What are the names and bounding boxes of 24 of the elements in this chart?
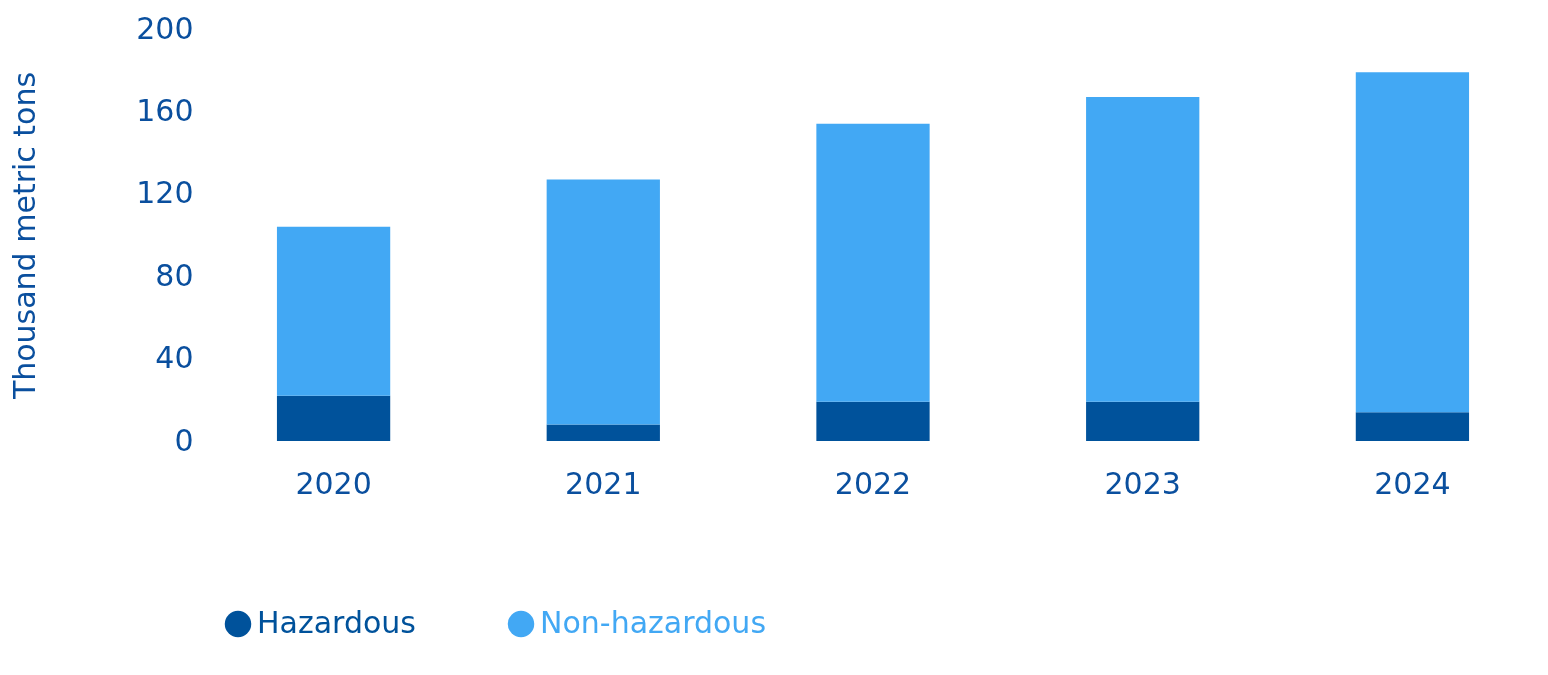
y-tick-label: 160 — [136, 92, 194, 128]
legend-label: Hazardous — [257, 605, 416, 640]
y-tick-label: 200 — [136, 10, 194, 46]
x-tick-label: 2023 — [1104, 465, 1181, 501]
bar — [1086, 96, 1200, 402]
y-tick-label: 40 — [155, 340, 194, 376]
bar — [1086, 401, 1200, 441]
bar — [276, 226, 391, 396]
x-tick-label: 2022 — [834, 465, 912, 501]
bar — [546, 424, 660, 441]
bar — [816, 401, 930, 441]
y-tick-label: 0 — [174, 422, 194, 458]
y-tick-label: 120 — [136, 175, 194, 211]
bar — [1355, 412, 1470, 441]
bar — [276, 395, 391, 441]
y-axis-title: Thousand metric tons — [7, 71, 43, 401]
x-tick-label: 2020 — [295, 465, 372, 501]
bar — [1355, 72, 1470, 413]
y-tick-label: 80 — [155, 257, 194, 293]
legend-label: Non-hazardous — [540, 605, 767, 640]
bar — [816, 123, 930, 402]
bar — [546, 179, 660, 425]
x-tick-label: 2021 — [565, 465, 642, 501]
x-tick-label: 2024 — [1374, 465, 1451, 501]
